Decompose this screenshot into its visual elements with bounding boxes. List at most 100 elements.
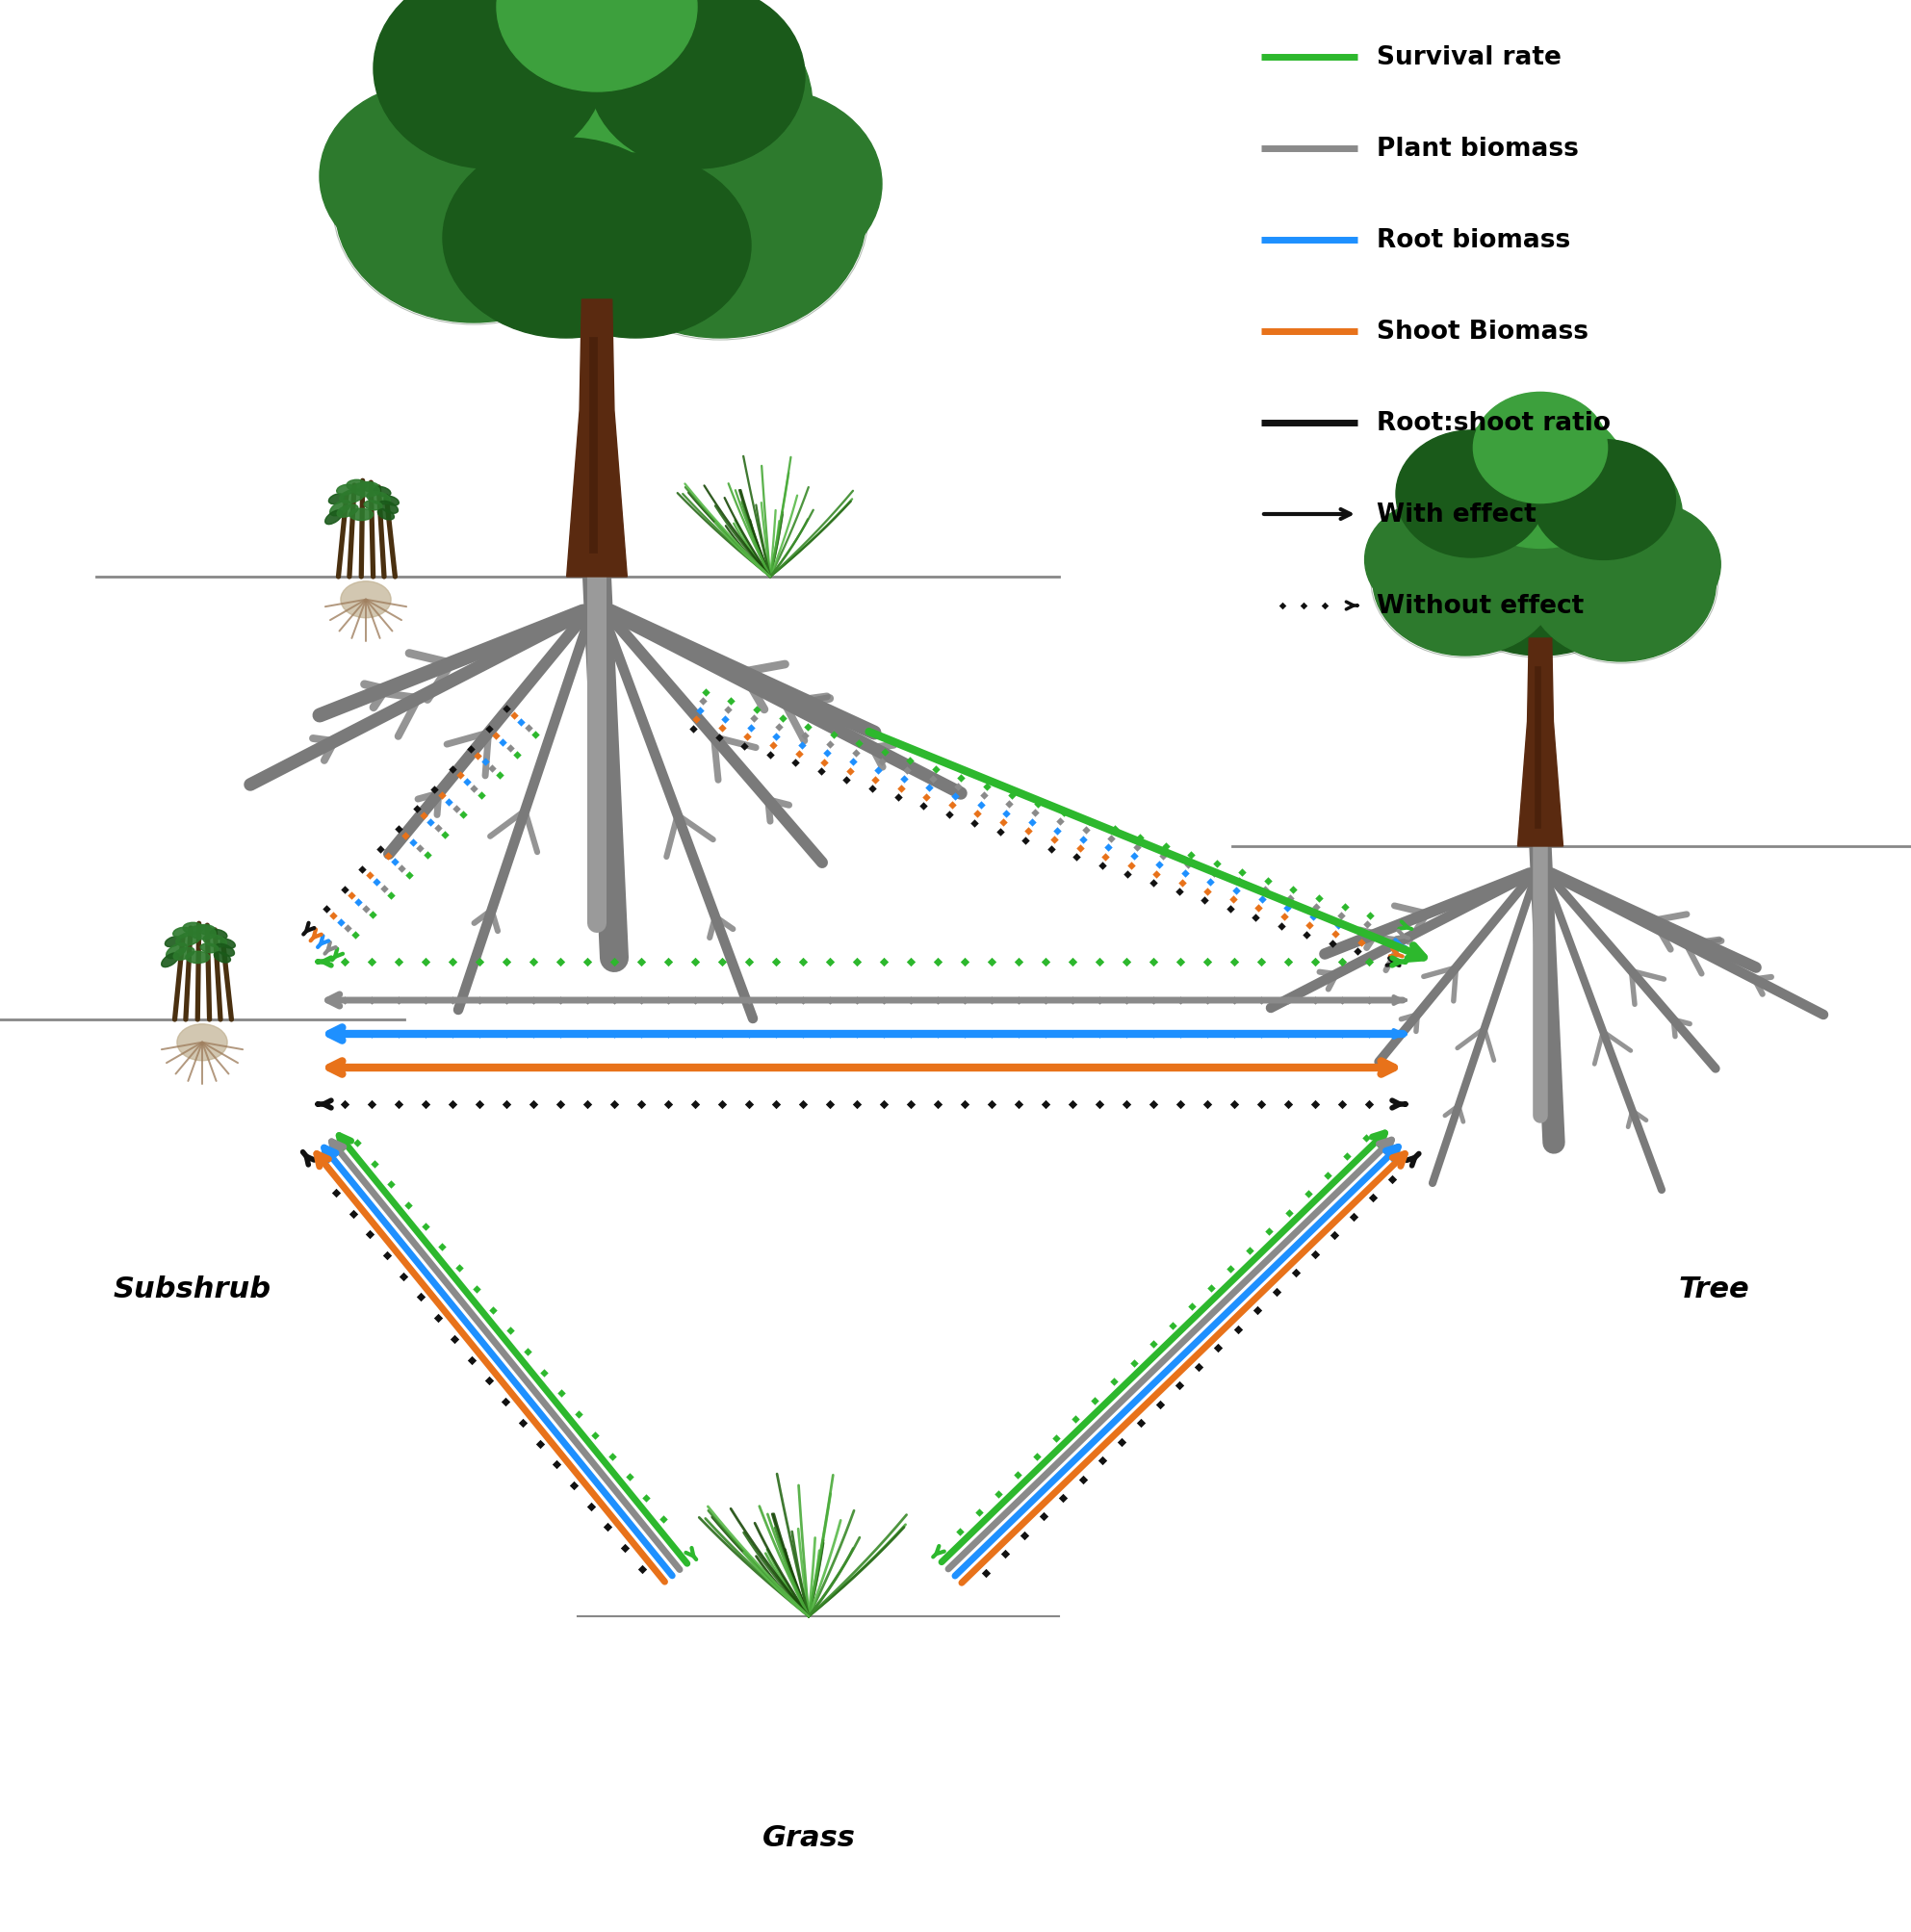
Point bbox=[388, 1262, 419, 1293]
Point bbox=[440, 1323, 470, 1354]
Point bbox=[934, 800, 965, 831]
Point bbox=[1139, 985, 1170, 1016]
Point bbox=[457, 1345, 487, 1376]
Point bbox=[518, 947, 548, 978]
Point bbox=[373, 840, 403, 871]
Ellipse shape bbox=[361, 483, 380, 493]
Point bbox=[883, 782, 913, 813]
Point bbox=[1141, 860, 1171, 891]
Ellipse shape bbox=[161, 952, 180, 968]
Point bbox=[491, 1387, 522, 1418]
Ellipse shape bbox=[1364, 500, 1508, 620]
Point bbox=[1068, 1464, 1099, 1495]
Point bbox=[503, 740, 533, 771]
Point bbox=[923, 1018, 954, 1049]
Point bbox=[405, 1283, 436, 1314]
Point bbox=[438, 1090, 468, 1121]
Point bbox=[564, 1399, 594, 1430]
Point bbox=[455, 734, 485, 765]
Point bbox=[321, 1177, 352, 1208]
Point bbox=[1273, 893, 1303, 923]
Point bbox=[1040, 825, 1070, 856]
Point bbox=[896, 985, 927, 1016]
Point bbox=[354, 860, 384, 891]
Point bbox=[627, 947, 657, 978]
Ellipse shape bbox=[1372, 506, 1557, 657]
Point bbox=[355, 1219, 386, 1250]
Point bbox=[1030, 1090, 1061, 1121]
Point bbox=[613, 1463, 644, 1493]
Point bbox=[464, 1018, 495, 1049]
Ellipse shape bbox=[589, 0, 805, 170]
Ellipse shape bbox=[378, 510, 394, 520]
Point bbox=[598, 1018, 629, 1049]
Point bbox=[1166, 985, 1196, 1016]
Ellipse shape bbox=[189, 925, 216, 941]
Ellipse shape bbox=[346, 481, 367, 491]
Point bbox=[547, 1378, 577, 1408]
Point bbox=[963, 1497, 994, 1528]
Point bbox=[1326, 985, 1357, 1016]
Point bbox=[1217, 885, 1248, 916]
Point bbox=[1019, 798, 1049, 829]
Point bbox=[1070, 815, 1101, 846]
Point bbox=[896, 1090, 927, 1121]
Point bbox=[1351, 910, 1382, 941]
Ellipse shape bbox=[166, 943, 187, 958]
Point bbox=[732, 723, 762, 753]
Point bbox=[1202, 1333, 1233, 1364]
Point bbox=[917, 763, 948, 794]
Point bbox=[950, 1090, 980, 1121]
Point bbox=[329, 985, 359, 1016]
Point bbox=[761, 721, 791, 752]
Point bbox=[707, 985, 738, 1016]
Point bbox=[690, 678, 720, 709]
Point bbox=[1351, 1122, 1382, 1153]
Polygon shape bbox=[568, 299, 627, 578]
Point bbox=[371, 1240, 401, 1271]
Point bbox=[1192, 875, 1223, 906]
Point bbox=[384, 985, 415, 1016]
Point bbox=[411, 1018, 441, 1049]
Point bbox=[445, 761, 476, 792]
Point bbox=[325, 906, 355, 937]
Point bbox=[654, 985, 684, 1016]
Point bbox=[1273, 985, 1303, 1016]
Point bbox=[841, 1018, 871, 1049]
Point bbox=[526, 1428, 556, 1459]
Point bbox=[717, 686, 747, 717]
Point bbox=[1273, 1198, 1303, 1229]
Point bbox=[478, 753, 508, 784]
Point bbox=[713, 696, 743, 726]
Point bbox=[734, 947, 764, 978]
Point bbox=[1139, 1090, 1170, 1121]
Point bbox=[1064, 833, 1095, 864]
Point bbox=[627, 1553, 657, 1584]
Point bbox=[1030, 947, 1061, 978]
Point bbox=[361, 867, 392, 898]
Point bbox=[1084, 1090, 1114, 1121]
Point bbox=[464, 985, 495, 1016]
Ellipse shape bbox=[375, 487, 390, 497]
Point bbox=[1278, 875, 1309, 906]
Point bbox=[1110, 947, 1141, 978]
Point bbox=[1198, 858, 1229, 889]
Point bbox=[1110, 1018, 1141, 1049]
Point bbox=[1299, 947, 1330, 978]
Point bbox=[422, 813, 453, 844]
Point bbox=[1273, 1090, 1303, 1121]
Point bbox=[940, 781, 971, 811]
Point bbox=[512, 1337, 543, 1368]
Point bbox=[738, 703, 768, 734]
Ellipse shape bbox=[443, 139, 690, 338]
Point bbox=[338, 1198, 369, 1229]
Point bbox=[784, 738, 814, 769]
Point bbox=[598, 947, 629, 978]
Point bbox=[755, 740, 785, 771]
Text: With effect: With effect bbox=[1376, 502, 1536, 527]
Ellipse shape bbox=[1473, 392, 1607, 504]
Point bbox=[814, 1090, 845, 1121]
Point bbox=[1009, 1520, 1040, 1551]
Point bbox=[1003, 985, 1034, 1016]
Point bbox=[1240, 902, 1271, 933]
